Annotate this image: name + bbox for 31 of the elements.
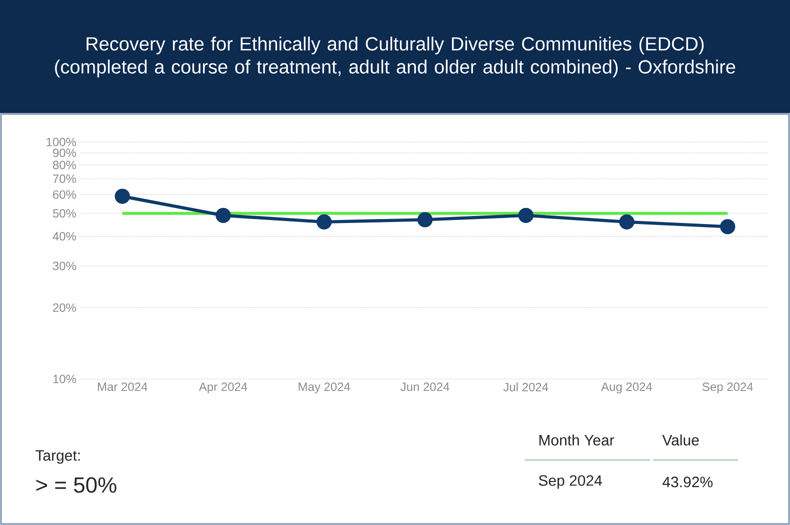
x-tick-label: Sep 2024 [702, 382, 753, 394]
text: Month Year [539, 434, 614, 446]
x-tick-label: Apr 2024 [198, 382, 248, 394]
text: Value [662, 434, 699, 446]
y-tick-label: 20% [53, 303, 76, 312]
y-tick-label: 80% [52, 160, 76, 170]
x-tick-label: May 2024 [298, 382, 350, 394]
x-tick-label: Mar 2024 [98, 382, 148, 392]
x-tick-label: Jun 2024 [400, 382, 450, 392]
chart-title: Recovery rate for Ethnically and Culturally Diverse Communities (EDCD) (completed a course of treatment, adult and older adult combined) - Oxfordshire [55, 36, 736, 78]
y-tick-label: 10% [53, 374, 76, 384]
y-tick-label: 90% [53, 148, 76, 158]
point [417, 212, 433, 228]
x-tick-label: Aug 2024 [601, 382, 652, 394]
point [518, 208, 534, 224]
point [720, 219, 736, 234]
point [216, 208, 231, 224]
y-tick-label: 60% [53, 190, 76, 199]
y-tick-label: 40% [52, 232, 76, 241]
y-tick-label: 50% [52, 209, 76, 218]
x-tick-label: Jul 2024 [503, 382, 548, 392]
y-tick-label: 30% [52, 262, 76, 270]
point [316, 214, 332, 230]
point [114, 188, 130, 204]
text: > = 50% [36, 477, 116, 493]
y-tick-label: 70% [53, 174, 76, 183]
y-tick-label: 100% [46, 138, 76, 146]
point [619, 214, 634, 230]
text: Target: [36, 450, 80, 464]
text: Sep 2024 [538, 475, 602, 489]
text: 43.92% [662, 476, 713, 488]
